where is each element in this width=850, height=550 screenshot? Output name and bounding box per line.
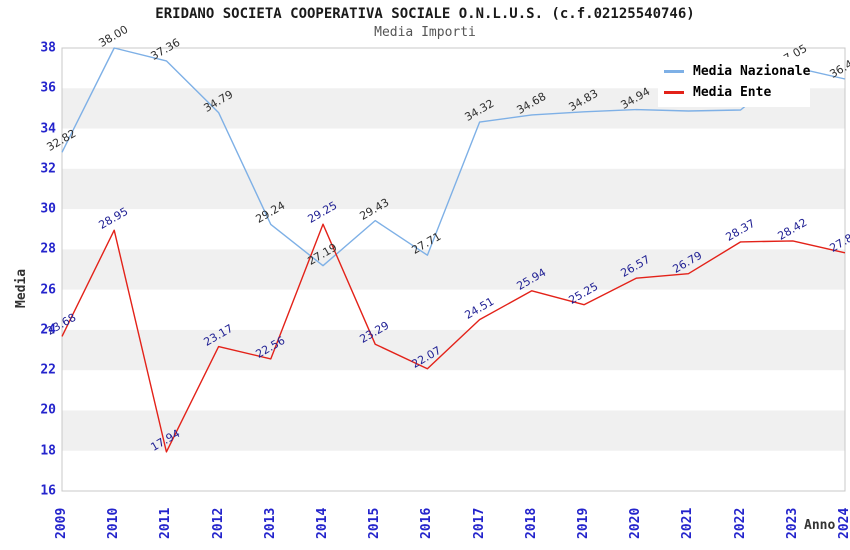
y-tick-label: 22 (40, 362, 56, 378)
nazionale-data-label: 29.43 (357, 195, 392, 223)
nazionale-data-label: 36.46 (827, 53, 850, 81)
nazionale-data-label: 34.94 (618, 84, 653, 112)
plot-border (61, 47, 846, 492)
x-tick-label: 2018 (523, 507, 539, 539)
ente-data-label: 25.25 (566, 279, 601, 307)
ente-data-label: 23.68 (44, 311, 79, 339)
nazionale-data-label: 37.36 (148, 35, 183, 63)
x-tick-label: 2011 (158, 507, 174, 539)
ente-line (61, 223, 846, 453)
legend-label-nazionale: Media Nazionale (693, 64, 811, 79)
grid-band (62, 249, 845, 290)
y-tick-label: 34 (40, 121, 56, 137)
x-tick-label: 2020 (628, 507, 644, 539)
x-tick-label: 2012 (210, 507, 226, 539)
chart-subtitle: Media Importi (374, 25, 476, 40)
x-tick-label: 2019 (576, 507, 591, 539)
x-tick-label: 2021 (680, 507, 696, 539)
x-tick-label: 2014 (315, 507, 330, 539)
nazionale-data-label: 27.19 (305, 240, 340, 268)
nazionale-data-label: 34.32 (462, 96, 496, 124)
nazionale-data-label: 34.68 (514, 89, 549, 117)
legend: Media Nazionale Media Ente (658, 57, 810, 107)
chart-title: ERIDANO SOCIETA COOPERATIVA SOCIALE O.N.… (155, 6, 695, 22)
y-tick-label: 26 (40, 282, 56, 298)
y-tick-label: 18 (40, 443, 56, 459)
legend-item-nazionale: Media Nazionale (664, 61, 810, 82)
ente-data-label: 29.25 (305, 198, 340, 226)
x-tick-label: 2024 (837, 507, 850, 539)
ente-data-label: 23.29 (357, 318, 392, 347)
x-tick-label: 2010 (106, 507, 122, 539)
ente-line-swatch-icon (664, 91, 684, 94)
x-axis-title: Anno (804, 518, 836, 533)
nazionale-data-label: 38.00 (96, 22, 131, 50)
ente-data-label: 26.79 (670, 248, 705, 276)
grid-band (62, 410, 845, 451)
ente-data-label: 24.51 (462, 294, 496, 322)
nazionale-line (61, 47, 846, 267)
ente-data-label: 25.94 (514, 265, 549, 293)
ente-data-label: 22.07 (409, 343, 444, 371)
ente-data-label: 17.94 (148, 426, 183, 454)
ente-data-label: 22.56 (253, 333, 288, 361)
x-tick-label: 2022 (732, 507, 748, 539)
nazionale-data-label: 27.71 (409, 229, 444, 258)
nazionale-data-label: 29.24 (253, 199, 288, 227)
ente-data-label: 28.37 (723, 216, 757, 244)
ente-data-label: 28.95 (96, 205, 131, 233)
x-tick-label: 2016 (419, 507, 435, 539)
legend-item-ente: Media Ente (664, 82, 810, 103)
y-tick-label: 30 (40, 201, 56, 217)
x-tick-label: 2013 (262, 507, 278, 539)
y-tick-label: 20 (40, 402, 56, 418)
nazionale-data-label: 34.79 (201, 87, 235, 115)
nazionale-data-label: 34.83 (566, 86, 601, 114)
legend-label-ente: Media Ente (693, 85, 772, 100)
y-tick-label: 32 (40, 161, 56, 177)
y-tick-label: 36 (40, 80, 56, 96)
ente-data-label: 26.57 (618, 252, 653, 280)
x-tick-label: 2017 (471, 507, 487, 539)
ente-data-label: 23.17 (201, 321, 235, 349)
y-tick-label: 28 (40, 241, 56, 257)
ente-data-label: 28.42 (775, 215, 810, 243)
x-tick-label: 2009 (54, 507, 69, 539)
grid-band (62, 329, 845, 371)
y-tick-label: 38 (40, 40, 56, 56)
x-tick-label: 2023 (784, 507, 800, 539)
y-tick-label: 24 (40, 322, 56, 338)
y-tick-label: 16 (40, 483, 56, 499)
x-tick-label: 2015 (367, 507, 383, 539)
ente-data-label: 27.83 (827, 227, 850, 255)
nazionale-line-swatch-icon (664, 70, 684, 73)
